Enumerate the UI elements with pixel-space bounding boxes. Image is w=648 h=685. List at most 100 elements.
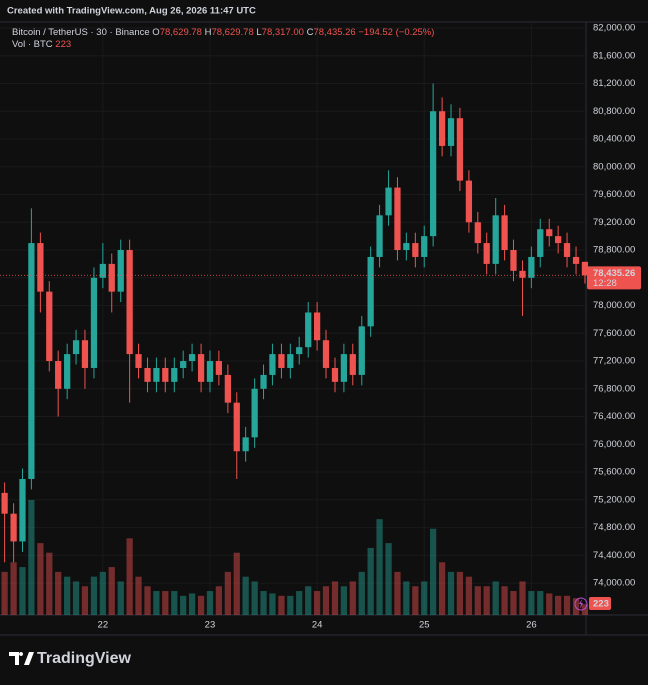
candle-body bbox=[188, 354, 196, 362]
candle-body bbox=[403, 243, 410, 251]
candle-body bbox=[421, 236, 428, 257]
volume-bar bbox=[135, 576, 142, 615]
volume-bar bbox=[430, 528, 437, 615]
candle-body bbox=[349, 354, 356, 375]
candle-body bbox=[117, 250, 124, 292]
volume-bar bbox=[358, 571, 365, 615]
volume-bar bbox=[19, 567, 26, 615]
last-price-label: 78,435.26 bbox=[593, 268, 635, 279]
volume-bar bbox=[64, 576, 71, 615]
volume-value-label: 223 bbox=[593, 599, 609, 610]
candle-body bbox=[519, 270, 526, 278]
candle-body bbox=[313, 312, 321, 341]
volume-bar bbox=[55, 571, 62, 615]
candle-body bbox=[171, 367, 178, 382]
volume-bar bbox=[162, 591, 169, 615]
volume-legend: Vol · BTC 223 bbox=[12, 39, 71, 50]
candle-body bbox=[412, 243, 419, 257]
volume-bar bbox=[278, 595, 285, 615]
y-tick-label: 77,600.00 bbox=[593, 328, 635, 339]
candle-body bbox=[367, 256, 374, 327]
c-value: 78,435.26 bbox=[313, 27, 355, 38]
candle-body bbox=[546, 229, 553, 237]
volume-bar bbox=[492, 581, 499, 615]
candle-body bbox=[331, 367, 339, 382]
candle-body bbox=[439, 111, 446, 146]
volume-bar bbox=[233, 552, 240, 615]
volume-bar bbox=[322, 586, 330, 615]
y-tick-label: 74,400.00 bbox=[593, 550, 635, 561]
candle-body bbox=[197, 354, 205, 382]
volume-bar bbox=[555, 595, 562, 615]
y-tick-label: 80,000.00 bbox=[593, 161, 635, 172]
candle-body bbox=[46, 291, 53, 362]
candle-body bbox=[555, 236, 562, 244]
x-tick-label: 26 bbox=[526, 620, 537, 631]
candle-body bbox=[278, 354, 285, 368]
candle-body bbox=[385, 187, 392, 216]
created-note: Created with TradingView.com, Aug 26, 20… bbox=[7, 6, 256, 17]
volume-bar bbox=[269, 593, 276, 615]
candle-body bbox=[563, 243, 571, 257]
brand-logo: TradingView bbox=[9, 650, 132, 667]
y-tick-label: 74,000.00 bbox=[593, 578, 635, 589]
y-tick-label: 81,600.00 bbox=[593, 50, 635, 61]
volume-bar bbox=[296, 591, 303, 615]
volume-bar bbox=[117, 581, 124, 615]
candle-body bbox=[456, 118, 464, 181]
volume-bar bbox=[180, 595, 187, 615]
candle-body bbox=[287, 354, 294, 368]
candle-body bbox=[37, 243, 44, 292]
y-tick-label: 82,000.00 bbox=[593, 22, 635, 33]
candle-body bbox=[260, 374, 267, 389]
y-tick-label: 80,800.00 bbox=[593, 106, 635, 117]
y-tick-label: 75,600.00 bbox=[593, 467, 635, 478]
candle-body bbox=[55, 361, 62, 389]
candle-body bbox=[215, 361, 222, 375]
volume-bar bbox=[37, 543, 44, 615]
candle-body bbox=[144, 367, 151, 382]
volume-bar bbox=[483, 586, 490, 615]
c-label: C bbox=[307, 27, 314, 38]
candle-body bbox=[135, 354, 142, 368]
volume-bar bbox=[447, 571, 455, 615]
y-tick-label: 80,400.00 bbox=[593, 134, 635, 145]
volume-bar bbox=[126, 538, 133, 615]
candle-body bbox=[224, 374, 231, 403]
volume-bar bbox=[501, 586, 508, 615]
volume-bar bbox=[10, 562, 17, 615]
symbol: Bitcoin / TetherUS · 30 · Binance bbox=[12, 27, 150, 38]
volume-bar bbox=[99, 571, 106, 615]
candle-body bbox=[447, 118, 455, 146]
volume-bar bbox=[108, 567, 115, 615]
candle-body bbox=[537, 229, 544, 257]
x-tick-label: 25 bbox=[419, 620, 430, 631]
candle-body bbox=[322, 340, 330, 368]
candle-body bbox=[108, 263, 115, 292]
x-tick-label: 24 bbox=[312, 620, 323, 631]
candle-body bbox=[72, 340, 80, 355]
candle-body bbox=[126, 250, 133, 355]
volume-bar bbox=[376, 519, 383, 615]
candle-body bbox=[162, 367, 169, 382]
y-tick-label: 74,800.00 bbox=[593, 522, 635, 533]
y-tick-label: 79,600.00 bbox=[593, 189, 635, 200]
x-tick-label: 22 bbox=[98, 620, 109, 631]
candle-body bbox=[64, 354, 71, 389]
y-tick-label: 79,200.00 bbox=[593, 217, 635, 228]
candle-body bbox=[19, 479, 26, 542]
volume-bar bbox=[313, 591, 321, 615]
candle-body bbox=[358, 326, 365, 375]
candle-body bbox=[28, 243, 35, 479]
volume-bar bbox=[242, 576, 249, 615]
plot bbox=[0, 20, 589, 615]
volume-bar bbox=[546, 593, 553, 615]
candle-body bbox=[251, 388, 258, 438]
candle-body bbox=[242, 437, 249, 452]
candle-body bbox=[1, 492, 8, 514]
candle-body bbox=[10, 513, 17, 542]
volume-bar bbox=[81, 586, 89, 615]
volume-bar bbox=[412, 586, 419, 615]
x-tick-label: 23 bbox=[205, 620, 216, 631]
